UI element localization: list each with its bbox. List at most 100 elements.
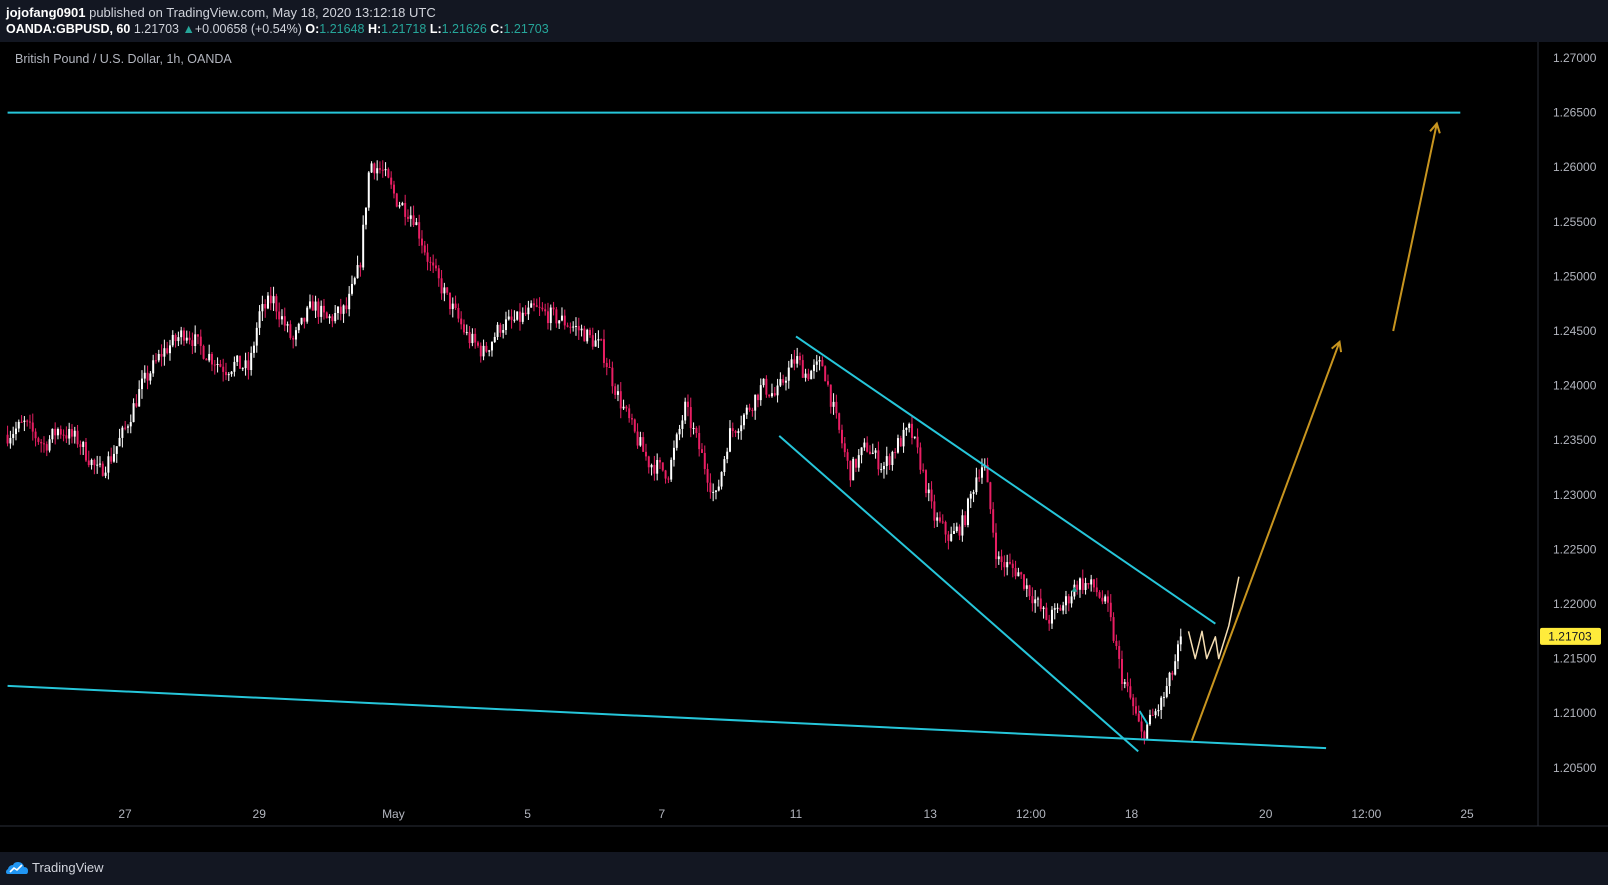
candle-body (1126, 682, 1129, 687)
symbol[interactable]: OANDA:GBPUSD, 60 (6, 22, 131, 36)
candle-body (31, 422, 34, 432)
candle-body (1090, 579, 1093, 585)
candle-body (572, 326, 575, 328)
candle-body (840, 429, 843, 444)
candle-body (236, 355, 239, 362)
candle-body (418, 222, 421, 239)
candle-body (843, 443, 846, 453)
candle-body (1162, 696, 1165, 698)
channel-upper-line[interactable] (795, 335, 1216, 625)
candle-body (980, 467, 983, 478)
candle-body (527, 307, 530, 315)
wedge-mark[interactable] (1138, 710, 1149, 725)
candle-body (658, 459, 661, 463)
channel-lower-line[interactable] (778, 435, 1139, 753)
candle-body (448, 292, 451, 310)
price-axis[interactable]: 1.27000 1.26500 1.26000 1.25500 1.25000 1.245… (1553, 51, 1597, 775)
candle-body (1017, 572, 1020, 577)
candle-body (950, 533, 953, 541)
time-axis[interactable]: 27 29 May 5 7 11 13 12:00 18 20 12:00 25 (118, 807, 1474, 821)
candle-body (504, 319, 507, 331)
candle-body (521, 312, 524, 322)
candle-body (947, 534, 950, 541)
candle-body (367, 172, 370, 208)
candle-body (70, 429, 73, 437)
candle-body (434, 265, 437, 269)
candle-body (1062, 605, 1065, 611)
candle-body (1106, 596, 1109, 603)
candle-body (849, 460, 852, 481)
candle-body (250, 352, 253, 371)
candle-body (1048, 619, 1051, 624)
close-value: 1.21703 (503, 22, 549, 36)
time-tick-label: May (382, 807, 405, 821)
candle-body (339, 306, 342, 314)
candle-body (754, 394, 757, 411)
candle-body (306, 307, 309, 322)
candle-body (37, 438, 40, 442)
candle-body (737, 431, 740, 433)
candle-body (146, 372, 149, 381)
candle-body (1112, 617, 1115, 641)
candle-body (280, 316, 283, 320)
candle-body (614, 386, 617, 395)
publish-line: jojofang0901 published on TradingView.co… (6, 5, 436, 20)
candle-body (560, 315, 563, 321)
candle-body (829, 384, 832, 407)
candle-body (1095, 587, 1098, 593)
projection-arrow-1[interactable] (1190, 342, 1340, 741)
candle-body (398, 205, 401, 207)
up-triangle-icon: ▲ (182, 22, 195, 36)
candle-body (87, 460, 90, 466)
candle-body (320, 305, 323, 317)
candle-body (1148, 714, 1151, 725)
close-key: C: (490, 22, 504, 36)
candle-body (1076, 584, 1079, 590)
candle-body (773, 393, 776, 396)
lower-support-line[interactable] (7, 684, 1327, 750)
candle-body (362, 224, 365, 268)
price-chart[interactable]: 1.27000 1.26500 1.26000 1.25500 1.25000 1.245… (0, 42, 1608, 852)
tradingview-logo[interactable]: TradingView (6, 860, 104, 875)
candle-body (941, 521, 944, 523)
candle-body (952, 531, 955, 534)
candle-body (815, 361, 818, 365)
candle-body (994, 532, 997, 560)
candle-body (331, 316, 334, 322)
candle-body (474, 333, 477, 343)
candle-body (23, 420, 26, 422)
candle-body (152, 360, 155, 374)
candle-body (252, 345, 255, 353)
candle-body (692, 427, 695, 429)
candle-body (1067, 596, 1070, 604)
candle-body (171, 334, 174, 346)
candle-body (796, 356, 799, 364)
candle-body (821, 360, 824, 367)
candle-body (317, 301, 320, 317)
candle-body (801, 360, 804, 378)
candle-body (196, 334, 199, 337)
candle-body (390, 177, 393, 185)
candle-body (420, 238, 423, 246)
candle-body (272, 296, 275, 304)
candle-body (936, 517, 939, 521)
price-tick-label: 1.24500 (1553, 324, 1597, 338)
candle-body (933, 501, 936, 521)
candle-body (59, 429, 62, 435)
projection-arrow-2[interactable] (1392, 124, 1437, 332)
author-name[interactable]: jojofang0901 (6, 5, 86, 20)
candle-body (266, 295, 269, 309)
candle-body (496, 324, 499, 337)
candle-body (964, 515, 967, 526)
candle-body (776, 385, 779, 396)
candle-body (770, 393, 773, 397)
candle-body (507, 316, 510, 320)
candle-body (238, 355, 241, 369)
candle-body (891, 451, 894, 466)
price-tick-label: 1.21500 (1553, 652, 1597, 666)
sketch-path[interactable] (1187, 576, 1240, 660)
candle-body (392, 184, 395, 194)
candle-body (404, 203, 407, 217)
candle-body (698, 433, 701, 450)
candle-body (633, 419, 636, 432)
